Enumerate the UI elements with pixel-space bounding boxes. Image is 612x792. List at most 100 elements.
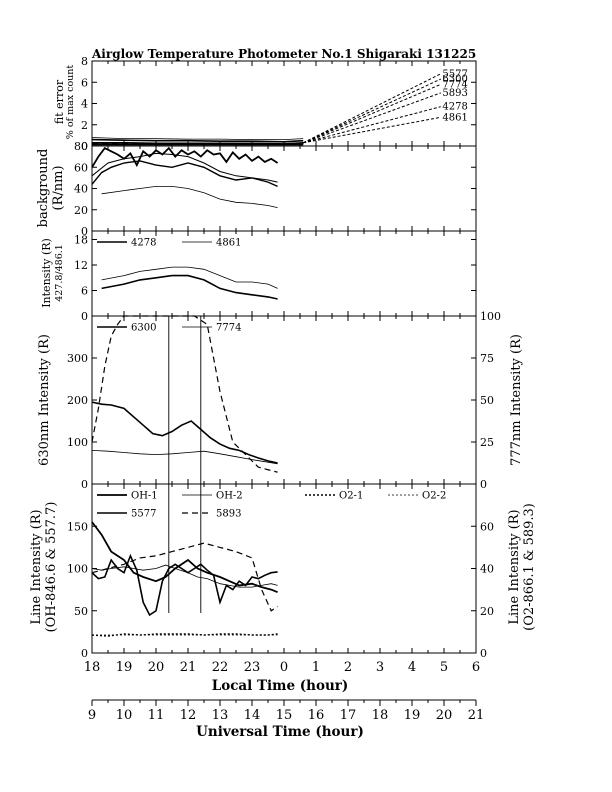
series-line-7774 [91, 450, 278, 465]
y-tick-label-right: 100 [480, 310, 501, 323]
fit-error-label-5577: 5577 [442, 69, 467, 80]
panel-frame-fit-error [91, 60, 477, 147]
local-time-tick: 23 [244, 660, 261, 675]
legend-label-5577: 5577 [131, 509, 156, 520]
y-tick-label: 150 [67, 520, 88, 533]
y-tick-label: 100 [67, 563, 88, 576]
local-time-tick: 21 [180, 660, 197, 675]
universal-time-xlabel: Universal Time (hour) [196, 724, 364, 740]
series-line-OH-1 [91, 521, 278, 594]
panel-frame-background [91, 145, 477, 232]
y-tick-label-right: 0 [480, 647, 487, 660]
y-tick-label: 20 [74, 204, 88, 217]
y-tick-label: 100 [67, 436, 88, 449]
local-time-tick: 3 [376, 660, 384, 675]
fit-error-label-4861: 4861 [442, 112, 467, 123]
local-time-tick: 19 [116, 660, 133, 675]
y-tick-label: 300 [67, 352, 88, 365]
fit-error-ylabel: fit error [53, 79, 66, 124]
y-tick-label: 200 [67, 394, 88, 407]
y-tick-label: 40 [74, 183, 88, 196]
y-tick-label: 80 [74, 140, 88, 153]
series-line-6300 [91, 401, 278, 464]
universal-time-tick: 16 [308, 708, 325, 723]
fit-error-label-4278: 4278 [442, 102, 467, 113]
series-line-7774 [91, 137, 304, 141]
chart-legends: 4278 4861 6300 7774 OH-1 OH-2 O2-1 O2-2 5577 5893 [97, 238, 446, 520]
local-time-xlabel: Local Time (hour) [212, 678, 349, 694]
fit-error-label-5893: 5893 [442, 88, 467, 99]
y-tick-label: 0 [81, 140, 88, 153]
local-time-tick: 18 [84, 660, 101, 675]
series-line-lower [101, 185, 278, 208]
y-tick-label-right: 25 [480, 436, 494, 449]
universal-time-tick: 15 [276, 708, 293, 723]
legend-label-4861: 4861 [216, 238, 241, 249]
local-time-tick: 20 [148, 660, 165, 675]
local-time-tick: 22 [212, 660, 229, 675]
y-tick-label: 2 [81, 119, 88, 132]
emission-ylabel-right: Line Intensity (R) [507, 509, 522, 624]
universal-time-tick: 20 [436, 708, 453, 723]
y-tick-label: 8 [81, 55, 88, 68]
background-ylabel: background [36, 149, 51, 228]
universal-time-tick: 11 [148, 708, 165, 723]
y-tick-label: 6 [81, 76, 88, 89]
y-tick-label: 4 [81, 98, 88, 111]
chart-title: Airglow Temperature Photometer No.1 Shig… [91, 47, 476, 61]
local-time-tick: 4 [408, 660, 416, 675]
legend-label-O2-1: O2-1 [339, 491, 363, 502]
universal-time-tick: 18 [372, 708, 389, 723]
fit-error-line-4278 [303, 106, 441, 144]
background-ylabel2: (R/nm) [51, 165, 66, 210]
y-tick-label: 60 [74, 161, 88, 174]
series-line-5893 [91, 542, 278, 612]
y-tick-label: 0 [81, 225, 88, 238]
local-time-tick: 1 [312, 660, 320, 675]
universal-time-tick: 13 [212, 708, 229, 723]
blue-ylabel: Intensity (R) [40, 238, 53, 308]
series-line-mid [91, 160, 278, 188]
y-tick-label-right: 40 [480, 563, 494, 576]
y-tick-label: 0 [81, 647, 88, 660]
panel-frame-red-lines [91, 315, 477, 485]
legend-label-4278: 4278 [131, 238, 156, 249]
y-tick-label-right: 20 [480, 605, 494, 618]
local-time-tick: 6 [472, 660, 480, 675]
series-line-5577 [91, 553, 278, 617]
emission-ylabel2: (OH-846.6 & 557.7) [44, 502, 59, 633]
universal-time-tick: 9 [88, 708, 96, 723]
y-tick-label-right: 50 [480, 394, 494, 407]
emission-ylabel-right2: (O2-866.1 & 589.3) [522, 503, 537, 631]
universal-time-tick: 19 [404, 708, 421, 723]
local-time-tick: 0 [280, 660, 288, 675]
legend-label-5893: 5893 [216, 509, 241, 520]
legend-label-OH-2: OH-2 [216, 491, 243, 502]
universal-time-tick: 17 [340, 708, 357, 723]
y-tick-label-right: 60 [480, 520, 494, 533]
fit-error-label-7774: 7774 [442, 79, 467, 90]
y-tick-label: 6 [81, 285, 88, 298]
fit-error-line-5577 [302, 73, 442, 144]
series-line-7774-right [91, 315, 278, 473]
y-tick-label-right: 75 [480, 352, 494, 365]
time-axes: 18 19 20 21 22 23 0 1 2 3 4 5 69 10 11 12 13 14 15 16 17 18 19… [84, 660, 485, 723]
universal-time-tick: 21 [468, 708, 485, 723]
y-tick-label: 18 [74, 234, 88, 247]
fit-error-line-4861 [303, 116, 441, 144]
emission-ylabel: Line Intensity (R) [29, 509, 44, 624]
legend-label-OH-1: OH-1 [131, 491, 158, 502]
y-tick-label: 0 [81, 478, 88, 491]
legend-label-O2-2: O2-2 [422, 491, 446, 502]
local-time-tick: 5 [440, 660, 448, 675]
blue-ylabel2: 427.8/486.1 [54, 244, 65, 302]
series-line-upper [91, 146, 279, 168]
y-tick-label: 12 [74, 259, 88, 272]
legend-label-7774: 7774 [216, 323, 241, 334]
red-ylabel: 630nm Intensity (R) [37, 334, 52, 466]
universal-time-tick: 10 [116, 708, 133, 723]
fit-error-line-7774 [303, 83, 441, 144]
series-line-4861 [101, 266, 278, 289]
